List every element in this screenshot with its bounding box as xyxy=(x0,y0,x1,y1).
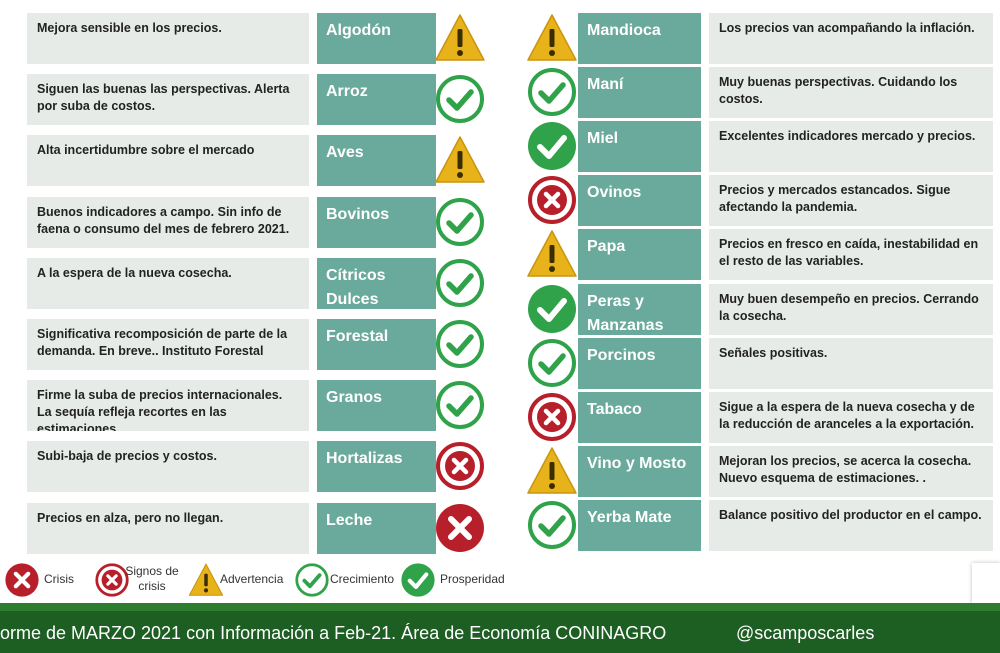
check-outline-icon xyxy=(434,196,486,248)
product-description: Subi-baja de precios y costos. xyxy=(27,441,309,493)
cross-outline-icon xyxy=(526,391,578,443)
product-row: Firme la suba de precios internacionales… xyxy=(27,379,497,432)
product-description: Muy buenas perspectivas. Cuidando los co… xyxy=(709,67,993,119)
product-description: Balance positivo del productor en el cam… xyxy=(709,499,993,551)
product-name: Aves xyxy=(317,135,436,187)
warning-icon xyxy=(526,228,578,280)
product-name: Ovinos xyxy=(578,175,701,227)
product-description: Sigue a la espera de la nueva cosecha y … xyxy=(709,391,993,443)
product-name: Leche xyxy=(317,502,436,554)
product-row: Precios en alza, pero no llegan. Leche xyxy=(27,502,497,554)
product-name: Vino y Mosto xyxy=(578,445,701,497)
product-name: Maní xyxy=(578,67,701,119)
product-name: Papa xyxy=(578,229,701,281)
product-name: Granos xyxy=(317,380,436,432)
product-row: Señales positivas. Porcinos xyxy=(522,337,993,389)
product-description: Señales positivas. xyxy=(709,337,993,389)
product-name: Forestal xyxy=(317,319,436,370)
check-outline-icon xyxy=(434,73,486,125)
product-row: Precios y mercados estancados. Sigue afe… xyxy=(522,174,993,227)
product-row: Muy buenas perspectivas. Cuidando los co… xyxy=(522,66,993,119)
product-description: Mejoran los precios, se acerca la cosech… xyxy=(709,445,993,497)
product-description: Muy buen desempeño en precios. Cerrando … xyxy=(709,283,993,335)
warning-icon xyxy=(188,562,224,598)
product-row: Sigue a la espera de la nueva cosecha y … xyxy=(522,391,993,443)
product-description: Firme la suba de precios internacionales… xyxy=(27,380,309,432)
cross-filled-icon xyxy=(4,562,40,598)
legend-label: Advertencia xyxy=(220,572,284,586)
product-row: A la espera de la nueva cosecha. Cítricos… xyxy=(27,257,497,309)
product-row: Muy buen desempeño en precios. Cerrando … xyxy=(522,283,993,335)
product-name: Algodón xyxy=(317,13,436,64)
product-row: Mejora sensible en los precios. Algodón xyxy=(27,13,497,64)
warning-icon xyxy=(526,12,578,64)
product-name: Yerba Mate xyxy=(578,499,701,551)
product-name: Porcinos xyxy=(578,337,701,389)
product-description: A la espera de la nueva cosecha. xyxy=(27,257,309,309)
legend-label: Crecimiento xyxy=(330,572,395,586)
check-filled-icon xyxy=(526,283,578,335)
warning-icon xyxy=(526,445,578,497)
product-description: Precios y mercados estancados. Sigue afe… xyxy=(709,175,993,227)
product-description: Los precios van acompañando la inflación… xyxy=(709,13,993,64)
product-description: Significativa recomposición de parte de … xyxy=(27,319,309,370)
product-row: Subi-baja de precios y costos. Hortalizas xyxy=(27,440,497,493)
product-name: Miel xyxy=(578,121,701,173)
product-row: Significativa recomposición de parte de … xyxy=(27,319,497,370)
check-outline-icon xyxy=(434,257,486,309)
cross-outline-icon xyxy=(434,440,486,492)
product-description: Buenos indicadores a campo. Sin info de … xyxy=(27,196,309,248)
product-row: Balance positivo del productor en el cam… xyxy=(522,499,993,551)
warning-icon xyxy=(434,134,486,186)
product-row: Precios en fresco en caída, inestabilida… xyxy=(522,228,993,281)
footer-accent-band xyxy=(0,603,1000,611)
cross-outline-icon xyxy=(526,174,578,226)
check-outline-icon xyxy=(526,66,578,118)
product-row: Alta incertidumbre sobre el mercado Aves xyxy=(27,134,497,187)
check-outline-icon xyxy=(434,318,486,370)
check-outline-icon xyxy=(526,337,578,389)
cross-outline-icon xyxy=(94,562,130,598)
product-name: Peras y Manzanas xyxy=(578,283,701,335)
legend-label: Signos de crisis xyxy=(125,564,179,593)
product-name: Hortalizas xyxy=(317,441,436,493)
product-name: Arroz xyxy=(317,74,436,126)
check-filled-icon xyxy=(526,120,578,172)
product-name: Bovinos xyxy=(317,196,436,248)
product-row: Excelentes indicadores mercado y precios… xyxy=(522,120,993,173)
check-filled-icon xyxy=(400,562,436,598)
product-row: Los precios van acompañando la inflación… xyxy=(522,13,993,64)
warning-icon xyxy=(434,12,486,64)
product-row: Mejoran los precios, se acerca la cosech… xyxy=(522,445,993,497)
footer-handle: @scamposcarles xyxy=(736,623,875,643)
product-description: Alta incertidumbre sobre el mercado xyxy=(27,135,309,187)
product-description: Precios en fresco en caída, inestabilida… xyxy=(709,229,993,281)
footer-source-text: orme de MARZO 2021 con Información a Feb… xyxy=(0,623,667,643)
product-description: Siguen las buenas las perspectivas. Aler… xyxy=(27,74,309,126)
check-outline-icon xyxy=(294,562,330,598)
legend-label: Crisis xyxy=(44,572,74,586)
product-description: Excelentes indicadores mercado y precios… xyxy=(709,121,993,173)
product-description: Precios en alza, pero no llegan. xyxy=(27,502,309,554)
footer-bar: orme de MARZO 2021 con Información a Feb… xyxy=(0,611,1000,653)
legend-label: Prosperidad xyxy=(440,572,505,586)
product-name: Mandioca xyxy=(578,13,701,64)
product-row: Siguen las buenas las perspectivas. Aler… xyxy=(27,73,497,126)
product-name: Tabaco xyxy=(578,391,701,443)
check-outline-icon xyxy=(526,499,578,551)
check-outline-icon xyxy=(434,379,486,431)
product-name: Cítricos Dulces xyxy=(317,257,436,309)
cross-filled-icon xyxy=(434,502,486,554)
product-row: Buenos indicadores a campo. Sin info de … xyxy=(27,196,497,248)
product-description: Mejora sensible en los precios. xyxy=(27,13,309,64)
